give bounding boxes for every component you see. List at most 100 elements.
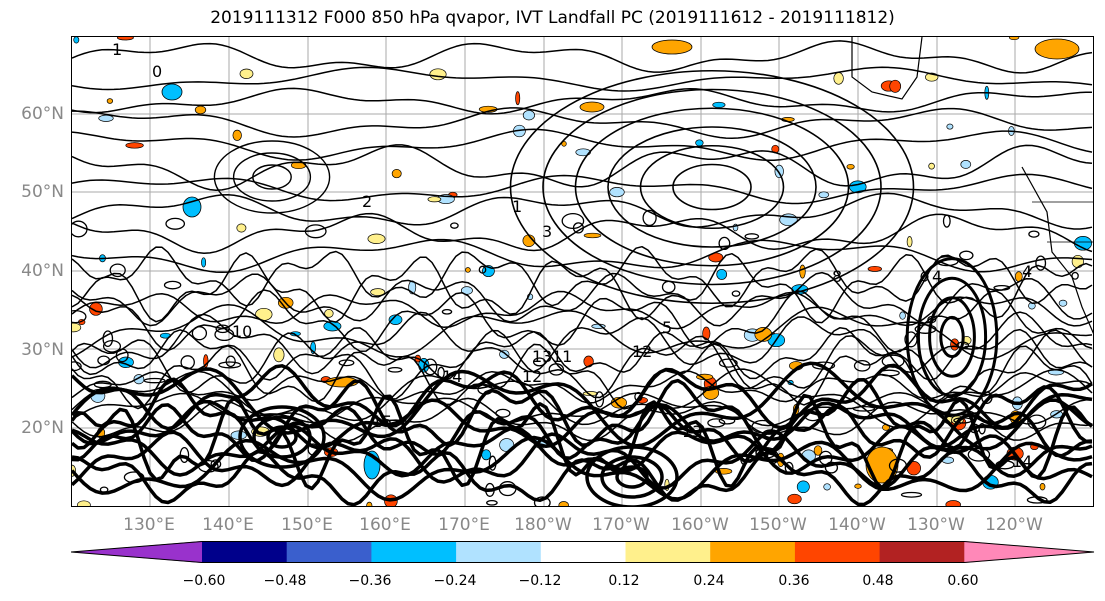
closed-contour	[740, 452, 749, 466]
anomaly-patch	[695, 139, 704, 147]
lon-label-160w: 160°W	[671, 515, 729, 535]
colorbar-segment	[710, 541, 796, 563]
anomaly-patch	[579, 101, 605, 113]
anomaly-patch	[867, 265, 882, 272]
closed-contour	[213, 140, 331, 214]
colorbar-tick: −0.12	[518, 573, 562, 589]
closed-contour	[533, 496, 551, 506]
contour-line	[72, 173, 1093, 205]
closed-contour	[72, 309, 87, 324]
closed-contour	[1028, 230, 1040, 238]
closed-contour	[761, 429, 781, 441]
contour-label: 4	[932, 267, 942, 286]
anomaly-patch	[846, 163, 855, 170]
closed-contour	[784, 461, 794, 474]
anomaly-patch	[232, 129, 242, 141]
anomaly-patch	[823, 483, 831, 491]
contour-line	[72, 368, 1093, 429]
closed-contour	[232, 152, 312, 202]
closed-contour	[744, 233, 760, 240]
closed-contour	[803, 408, 822, 422]
closed-contour	[495, 408, 511, 418]
closed-contour	[642, 209, 657, 227]
contour-line	[72, 303, 1093, 360]
closed-contour	[981, 391, 993, 405]
anomaly-patch	[201, 257, 207, 268]
anomaly-patch	[716, 268, 728, 280]
contour-label: 8	[832, 267, 842, 286]
closed-contour	[252, 164, 292, 190]
contour-line	[72, 449, 1093, 506]
closed-contour	[766, 450, 780, 465]
closed-contour	[423, 358, 438, 376]
anomaly-patch	[889, 79, 902, 93]
closed-contour	[532, 357, 546, 367]
contour-line	[72, 40, 1093, 74]
colorbar-outline	[71, 541, 1095, 563]
contour-label: 13	[532, 347, 552, 366]
anomaly-patch	[161, 83, 183, 101]
closed-contour	[143, 377, 166, 384]
anomaly-patch	[427, 196, 442, 203]
closed-contour	[1071, 271, 1079, 280]
anomaly-patch	[960, 160, 972, 169]
closed-contour	[304, 224, 327, 239]
anomaly-patch	[813, 445, 823, 456]
closed-contour	[163, 280, 182, 290]
closed-contour	[180, 355, 195, 370]
contour-line	[72, 311, 1093, 375]
contour-line	[72, 289, 1093, 353]
anomaly-patch	[465, 267, 471, 273]
anomaly-patch	[370, 288, 386, 296]
anomaly-patch	[1008, 37, 1020, 41]
anomaly-patch	[77, 500, 91, 506]
colorbar-tick: −0.48	[263, 573, 307, 589]
anomaly-patch	[899, 311, 906, 320]
closed-contour	[824, 461, 839, 474]
anomaly-patch	[366, 501, 373, 506]
anomaly-patch	[367, 233, 386, 244]
contour-line	[72, 391, 1093, 427]
closed-contour	[542, 88, 882, 286]
closed-contour	[639, 144, 785, 230]
closed-contour	[927, 315, 937, 324]
anomaly-patch	[1058, 299, 1068, 307]
closed-contour	[615, 465, 649, 489]
closed-contour	[99, 486, 109, 493]
anomaly-patch	[609, 187, 625, 198]
contour-line	[72, 192, 1093, 230]
colorbar-segment	[794, 541, 881, 563]
closed-contour	[1035, 255, 1047, 271]
anomaly-patch	[194, 105, 207, 115]
colorbar-segment	[625, 541, 711, 563]
closed-contour	[1026, 496, 1048, 504]
closed-contour	[881, 354, 905, 368]
closed-contour	[486, 499, 498, 506]
lat-label-50n: 50°N	[21, 182, 64, 202]
closed-contour	[853, 359, 871, 372]
closed-contour	[574, 107, 850, 267]
closed-contour	[878, 369, 900, 377]
closed-contour	[900, 491, 923, 498]
closed-contour	[387, 366, 403, 373]
contour-label: 12	[522, 367, 542, 386]
contour-label: 0	[152, 62, 162, 81]
anomaly-patch	[273, 347, 285, 363]
closed-contour	[548, 363, 565, 376]
closed-contour	[718, 417, 736, 425]
closed-contour	[109, 263, 126, 278]
anomaly-patch	[429, 68, 447, 81]
anomaly-patch	[239, 68, 254, 79]
contour-label: 4	[1022, 262, 1032, 281]
anomaly-patch	[73, 37, 80, 44]
anomaly-patch	[928, 162, 935, 170]
closed-contour	[561, 212, 585, 230]
closed-contour	[718, 358, 738, 368]
colorbar-extend-high	[964, 541, 1094, 563]
contour-line	[72, 144, 1093, 191]
colorbar-segment	[540, 541, 627, 563]
lon-label-170e: 170°E	[438, 515, 490, 535]
contour-line	[72, 361, 1093, 451]
anomaly-patch	[787, 493, 802, 505]
